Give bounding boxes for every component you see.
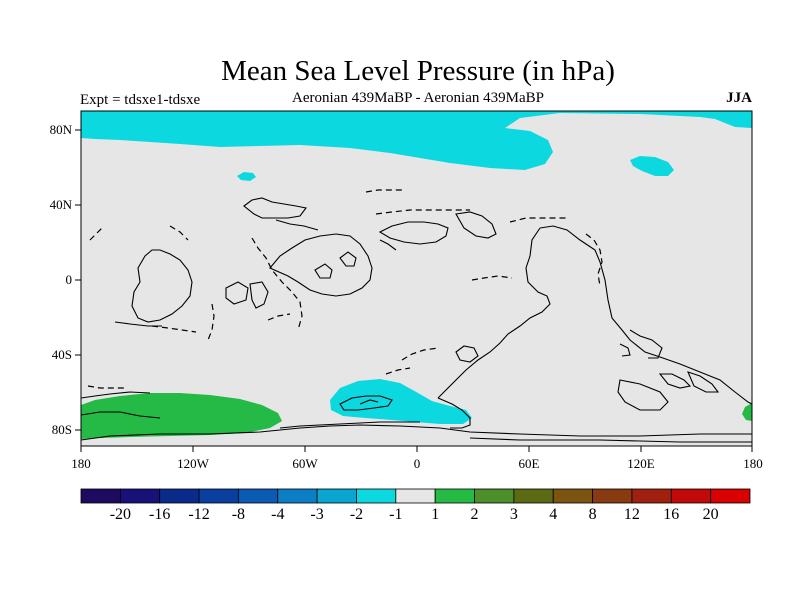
colorbar-swatch [434, 488, 475, 504]
arctic-low-pressure-region [81, 111, 752, 170]
colorbar-swatch [119, 488, 161, 504]
lat-label-40n: 40N [49, 197, 72, 212]
colorbar-label: -12 [188, 506, 210, 523]
lat-label-80s: 80S [51, 422, 72, 437]
colorbar-label: -1 [389, 506, 403, 523]
colorbar-label: -16 [149, 506, 171, 523]
colorbar-label: 4 [549, 506, 558, 523]
colorbar-swatch [513, 488, 554, 504]
colorbar-swatch [710, 488, 751, 504]
colorbar-swatch [277, 488, 318, 504]
experiment-label: Expt = tdsxe1-tdsxe [80, 92, 201, 108]
lon-label-0: 0 [413, 456, 421, 471]
colorbar-label: 16 [663, 506, 680, 523]
chart-title: Mean Sea Level Pressure (in hPa) [221, 55, 615, 87]
lon-label-180e: 180 [743, 456, 763, 471]
colorbar-label: 8 [588, 506, 597, 523]
colorbar-label: -8 [231, 506, 246, 523]
colorbar-swatch [238, 488, 279, 504]
colorbar-swatch [395, 488, 436, 504]
colorbar-swatch [631, 488, 672, 504]
colorbar-label: -2 [349, 506, 364, 523]
axis-ticks [75, 129, 753, 452]
lat-label-0: 0 [65, 272, 73, 287]
lon-label-60w: 60W [292, 456, 318, 471]
colorbar-swatch [474, 488, 515, 504]
south-atlantic-low-pressure-region [330, 379, 472, 424]
colorbar-label: 20 [702, 506, 719, 523]
lat-label-40s: 40S [51, 347, 72, 362]
lat-label-80n: 80N [49, 122, 72, 137]
colorbar-swatch [670, 488, 712, 504]
colorbar-swatch [198, 488, 239, 504]
lon-label-120e: 120E [627, 456, 655, 471]
colorbar-label: 3 [509, 506, 518, 523]
colorbar-swatch [592, 488, 633, 504]
dashed-coastlines [87, 189, 603, 389]
colorbar-label: -3 [310, 506, 324, 523]
southeast-high-pressure-patch [742, 403, 752, 421]
colorbar-swatch [316, 488, 357, 504]
lon-label-180w: 180 [71, 456, 91, 471]
colorbar-label: 1 [431, 506, 440, 523]
colorbar-swatch [80, 488, 121, 504]
period-label: Aeronian 439MaBP - Aeronian 439MaBP [292, 90, 544, 106]
colorbar-label: 2 [470, 506, 479, 523]
colorbar [80, 488, 751, 504]
south-pacific-high-pressure-region [81, 393, 282, 439]
coastlines [81, 197, 752, 443]
lon-label-60e: 60E [518, 456, 540, 471]
colorbar-swatch [356, 488, 397, 504]
colorbar-label: -4 [271, 506, 285, 523]
small-low-pressure-patch [237, 172, 256, 181]
season-label: JJA [726, 90, 752, 106]
northeast-low-pressure-patch [630, 156, 674, 176]
colorbar-label: -20 [109, 506, 132, 523]
colorbar-swatch [159, 488, 200, 504]
colorbar-label: 12 [623, 506, 640, 523]
lon-label-120w: 120W [177, 456, 209, 471]
colorbar-swatch [552, 488, 593, 504]
